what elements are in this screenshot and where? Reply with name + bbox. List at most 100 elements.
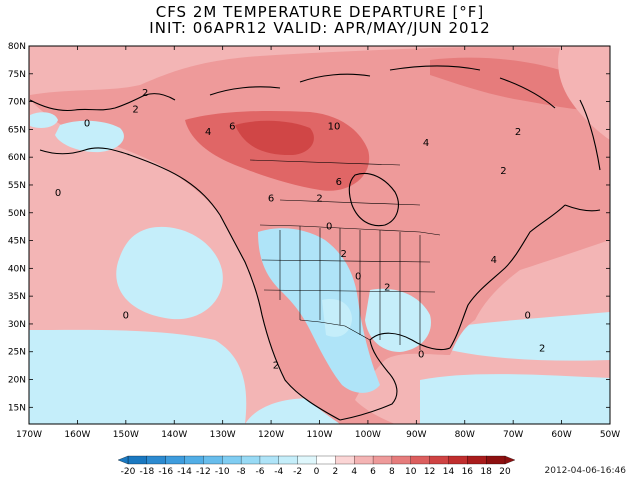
colorbar-label: 10 <box>405 467 417 477</box>
contour-value: 2 <box>132 105 138 116</box>
colorbar-swatch <box>410 455 431 465</box>
alaska-cool-patch <box>55 120 124 153</box>
lat-label-65n: 65N <box>8 125 26 135</box>
colorbar-swatch <box>335 455 355 465</box>
lat-label-60n: 60N <box>8 153 26 163</box>
hudson-bay-coast <box>348 173 399 227</box>
contour-value: 4 <box>491 255 497 266</box>
lon-label-70w: 70W <box>503 430 523 440</box>
lat-label-50n: 50N <box>8 209 26 219</box>
pacific-coast <box>219 214 341 421</box>
colorbar-swatch <box>184 455 204 465</box>
lon-label-50w: 50W <box>600 430 620 440</box>
southwest-cool-patch <box>322 299 352 337</box>
contour-value: 0 <box>418 349 424 360</box>
lat-label-35n: 35N <box>8 292 26 302</box>
colorbar-label: 14 <box>443 467 455 477</box>
timestamp: 2012-04-06-16:46 <box>544 466 627 476</box>
contour-value: 2 <box>316 194 322 205</box>
lon-label-140w: 140W <box>161 430 187 440</box>
colorbar-swatch <box>316 455 336 465</box>
state-borders-vertical <box>279 226 421 350</box>
contour-value: 2 <box>384 283 390 294</box>
contour-value: 2 <box>341 249 347 260</box>
latitude-axis: 80N 75N 70N 65N 60N 55N 50N 45N 40N 35N 30N 25N 20N 1… <box>8 42 610 413</box>
atlantic-coast <box>449 204 566 349</box>
lon-label-120w: 120W <box>258 430 284 440</box>
lon-label-60w: 60W <box>551 430 571 440</box>
lon-label-160w: 160W <box>64 430 90 440</box>
colorbar-label: -16 <box>158 467 173 477</box>
alaska-north-coast <box>29 93 176 112</box>
map-title-line-2: INIT: 06APR12 VALID: APR/MAY/JUN 2012 <box>149 19 491 37</box>
gulf-coast <box>339 332 451 421</box>
lon-label-90w: 90W <box>406 430 426 440</box>
colorbar-label: -6 <box>255 467 264 477</box>
contour-value: 6 <box>336 177 342 188</box>
greenland-region <box>558 48 610 140</box>
lon-label-130w: 130W <box>210 430 236 440</box>
alaska-south-coast <box>39 147 221 216</box>
us-mexico-border <box>299 319 371 341</box>
us-canada-border <box>259 224 441 236</box>
colorbar-swatch <box>467 455 487 465</box>
western-us-cool-region <box>258 228 380 393</box>
colorbar-swatch <box>297 455 317 465</box>
lat-label-20n: 20N <box>8 376 26 386</box>
political-borders <box>249 159 441 350</box>
lat-label-75n: 75N <box>8 70 26 80</box>
contour-value: 0 <box>326 221 332 232</box>
contour-value: 2 <box>142 88 148 99</box>
colorbar-swatch <box>278 455 299 465</box>
contour-value: 0 <box>525 310 531 321</box>
atlantic-cool-band <box>430 312 610 361</box>
colorbar-label: 0 <box>314 467 320 477</box>
tropical-cool-band-west <box>29 329 247 424</box>
lat-label-40n: 40N <box>8 264 26 274</box>
lon-label-110w: 110W <box>306 430 332 440</box>
lat-label-45n: 45N <box>8 237 26 247</box>
contour-value: 10 <box>328 121 341 132</box>
contour-value: 6 <box>229 121 235 132</box>
colorbar-label: -18 <box>139 467 154 477</box>
contour-value: 2 <box>515 127 521 138</box>
colorbar-swatch <box>259 455 280 465</box>
colorbar-swatch <box>485 455 506 465</box>
lat-label-55n: 55N <box>8 181 26 191</box>
alaska-cool-patch-west <box>30 112 58 128</box>
lat-label-80n: 80N <box>8 42 26 52</box>
colorbar-label: -8 <box>237 467 246 477</box>
colorbar-label: -10 <box>215 467 230 477</box>
contour-value: 4 <box>423 138 429 149</box>
lon-label-170w: 170W <box>16 430 42 440</box>
lat-label-70n: 70N <box>8 98 26 108</box>
lat-label-30n: 30N <box>8 320 26 330</box>
canada-hottest-core <box>235 120 314 155</box>
colorbar-high-arrow <box>504 455 516 465</box>
colorbar-swatch <box>372 455 393 465</box>
lon-label-80w: 80W <box>455 430 475 440</box>
contour-value: 0 <box>123 310 129 321</box>
pacific-cool-region <box>116 226 223 320</box>
colorbar-swatch <box>429 455 449 465</box>
gulf-cool-region <box>365 288 431 352</box>
lat-label-15n: 15N <box>8 403 26 413</box>
colorbar-swatch <box>146 455 167 465</box>
colorbar-label: 20 <box>499 467 511 477</box>
colorbar-label: 18 <box>480 467 492 477</box>
colorbar-swatch <box>203 455 223 465</box>
longitude-axis: 170W 160W 150W 140W 130W 120W 110W 100W 90W 80W 70… <box>16 46 620 440</box>
colorbar-label: 12 <box>424 467 435 477</box>
colorbar: -20 -18 -16 -14 -12 -10 -8 -6 -4 -2 0 2 4 6 8 10 12 14 16 1… <box>117 455 516 477</box>
contour-value: 4 <box>205 127 211 138</box>
coastlines <box>29 65 601 421</box>
colorbar-swatch <box>240 455 261 465</box>
contour-value: 2 <box>273 360 279 371</box>
colorbar-label: -12 <box>196 467 211 477</box>
state-borders-horizontal <box>249 159 436 293</box>
contour-value: 0 <box>355 271 361 282</box>
colorbar-swatch <box>165 455 185 465</box>
colorbar-low-arrow <box>117 455 129 465</box>
